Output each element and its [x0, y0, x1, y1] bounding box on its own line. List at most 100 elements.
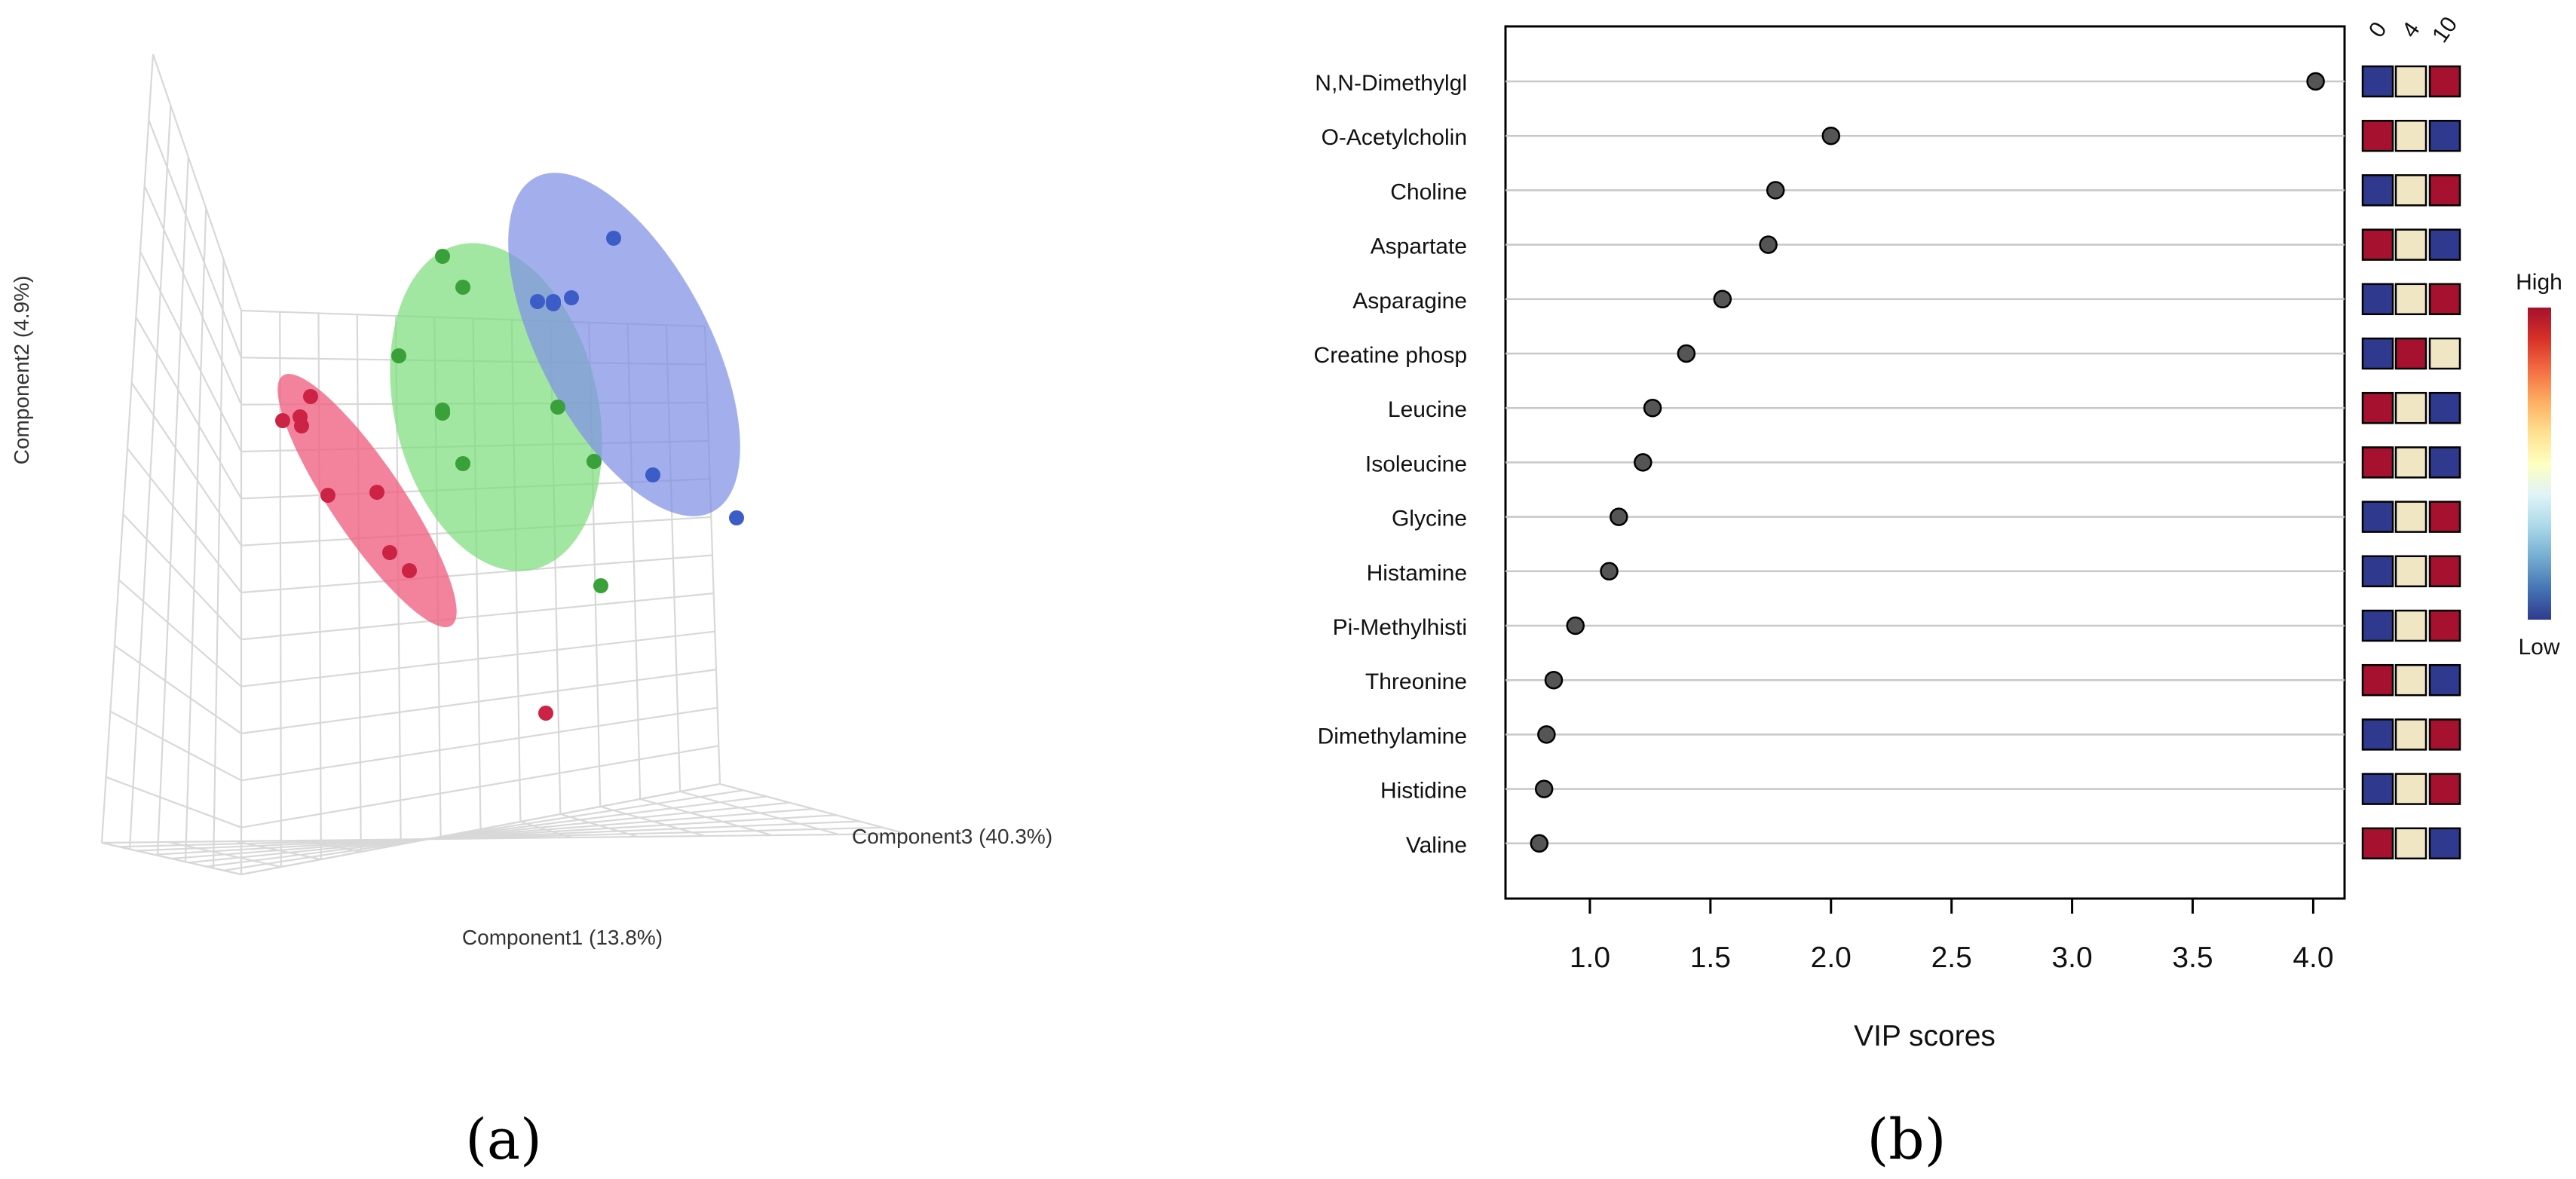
- score-point-group-green: [587, 454, 602, 469]
- score-point-group-red: [294, 418, 309, 433]
- vip-point: [1534, 779, 1554, 798]
- vip-axis-title: VIP scores: [1854, 1020, 1996, 1052]
- score-point-group-blue: [530, 294, 545, 309]
- x-tick-label: 4.0: [2293, 942, 2333, 974]
- vip-point: [1610, 507, 1628, 526]
- heatmap-cell: [2428, 718, 2461, 751]
- heatmap-cell: [2428, 827, 2461, 860]
- vip-point: [1677, 344, 1696, 363]
- heatmap-cell: [2428, 174, 2461, 207]
- x-axis: 1.0 1.5 2.0 2.5 3.0 3.5 4.0: [1570, 897, 2334, 974]
- score-point-group-blue: [606, 231, 621, 246]
- score-point-group-green: [435, 249, 450, 264]
- component2-axis-title: Component2 (4.9%): [10, 276, 33, 465]
- component3-axis-title: Component3 (40.3%): [852, 825, 1052, 848]
- score-point-group-blue: [564, 290, 579, 305]
- heatmap-column-labels: 0 4 10: [2364, 12, 2462, 47]
- component1-axis-title: Component1 (13.8%): [462, 926, 663, 949]
- score-point-group-red: [303, 389, 318, 404]
- score-point-group-green: [593, 578, 608, 593]
- heatmap-cell: [2361, 283, 2394, 316]
- metabolite-label: Aspartate: [1371, 234, 1467, 259]
- heatmap-cell: [2428, 119, 2461, 152]
- heatmap-cell: [2361, 609, 2394, 642]
- heatmap-cell: [2394, 337, 2427, 370]
- ellipse-group-blue: [508, 173, 740, 516]
- metabolite-label: Glycine: [1392, 507, 1467, 531]
- panel-b-label: (b): [1867, 1107, 1946, 1172]
- heatmap-cell: [2428, 391, 2461, 424]
- x-tick-label: 2.5: [1931, 942, 1972, 974]
- score-point-group-green: [455, 280, 470, 295]
- heatmap-cell: [2394, 65, 2427, 98]
- metabolite-label: Leucine: [1388, 397, 1467, 422]
- score-point-group-green: [435, 406, 450, 421]
- heatmap-cell: [2361, 501, 2394, 533]
- heatmap-cell: [2361, 337, 2394, 370]
- heatmap-column-label: 10: [2427, 12, 2462, 47]
- score-point-group-red: [320, 488, 335, 503]
- score-point-group-green: [550, 400, 565, 415]
- score-point-group-red: [402, 563, 417, 578]
- heatmap-cell: [2361, 773, 2394, 805]
- x-tick-label: 1.5: [1690, 942, 1731, 974]
- colorbar: [2528, 308, 2551, 620]
- x-tick-label: 1.0: [1570, 942, 1610, 974]
- vip-point: [1600, 562, 1619, 581]
- heatmap-cell: [2394, 827, 2427, 860]
- heatmap-cell: [2428, 663, 2461, 697]
- heatmap-cell: [2394, 773, 2427, 805]
- vip-point: [1566, 616, 1585, 635]
- heatmap-cell: [2394, 718, 2427, 751]
- metabolite-label: Threonine: [1365, 669, 1467, 694]
- metabolite-label: Valine: [1406, 833, 1467, 858]
- vip-point: [1634, 453, 1652, 472]
- x-tick-label: 3.5: [2172, 942, 2213, 974]
- heatmap-cell: [2428, 501, 2461, 533]
- score-plot-3d: Component1 (13.8%) Component2 (4.9%) Com…: [10, 54, 1052, 1172]
- colorbar-high-label: High: [2516, 270, 2562, 295]
- metabolite-label: O-Acetylcholin: [1322, 125, 1467, 150]
- metabolite-label: Asparagine: [1352, 289, 1467, 314]
- vip-point: [1537, 725, 1556, 744]
- heatmap-column-label: 0: [2364, 17, 2392, 42]
- vip-point: [1643, 398, 1662, 418]
- metabolite-label: Dimethylamine: [1318, 724, 1467, 749]
- score-point-group-green: [455, 456, 470, 471]
- vip-point: [1821, 126, 1841, 145]
- heatmap-cell: [2394, 119, 2427, 152]
- vip-rows: N,N-Dimethylgl O-Acetylcholin Choline Aspar…: [1314, 71, 2345, 858]
- heatmap-cell: [2361, 446, 2394, 479]
- heatmap-cell: [2394, 555, 2427, 588]
- heatmap-cell: [2361, 718, 2394, 751]
- heatmap-cell: [2394, 391, 2427, 424]
- heatmap: [2361, 65, 2461, 860]
- heatmap-cell: [2428, 773, 2461, 805]
- score-point-group-green: [391, 348, 406, 363]
- score-point-group-red: [275, 413, 290, 428]
- score-point-group-red: [382, 545, 397, 560]
- metabolite-label: Choline: [1390, 179, 1467, 204]
- vip-point: [1713, 289, 1732, 309]
- heatmap-cell: [2361, 228, 2394, 261]
- score-point-group-blue: [729, 510, 744, 525]
- heatmap-cell: [2394, 663, 2427, 697]
- metabolite-label: Isoleucine: [1365, 452, 1467, 476]
- score-points: [275, 231, 744, 721]
- score-point-group-red: [369, 485, 384, 500]
- heatmap-cell: [2428, 65, 2461, 98]
- heatmap-cell: [2394, 228, 2427, 261]
- heatmap-cell: [2428, 609, 2461, 642]
- vip-point: [1544, 670, 1564, 690]
- heatmap-column-label: 4: [2397, 17, 2425, 42]
- heatmap-cell: [2361, 391, 2394, 424]
- heatmap-cell: [2394, 174, 2427, 207]
- score-point-group-blue: [546, 294, 561, 309]
- heatmap-cell: [2361, 174, 2394, 207]
- vip-point: [1530, 834, 1549, 853]
- heatmap-cell: [2361, 65, 2394, 98]
- metabolite-label: N,N-Dimethylgl: [1315, 71, 1467, 96]
- x-tick-label: 2.0: [1811, 942, 1852, 974]
- heatmap-cell: [2361, 555, 2394, 588]
- metabolite-label: Creatine phosp: [1314, 343, 1467, 368]
